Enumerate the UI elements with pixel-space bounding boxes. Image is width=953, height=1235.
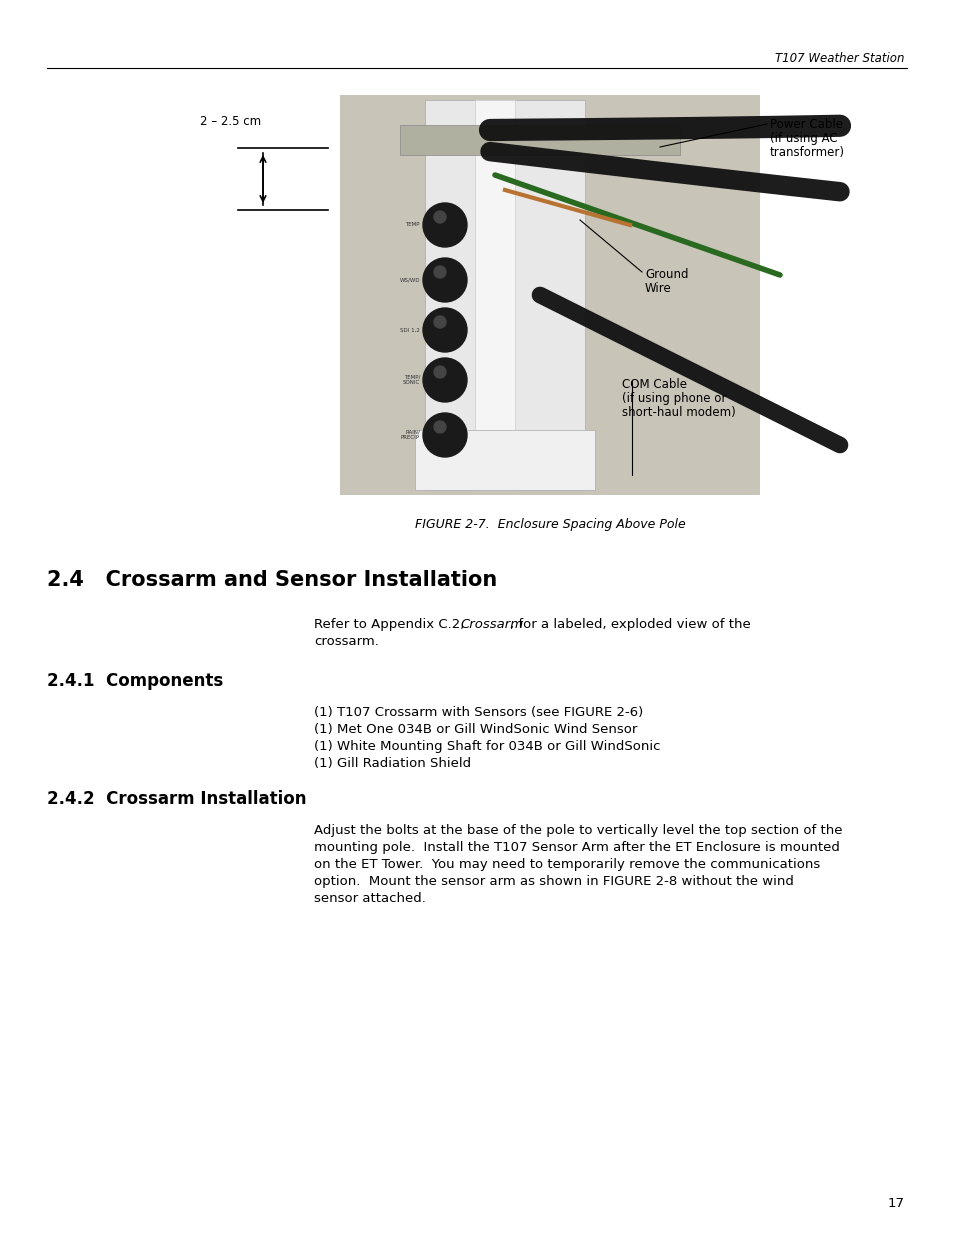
Circle shape — [434, 366, 446, 378]
Text: crossarm.: crossarm. — [314, 635, 378, 648]
Text: TEMP/
SONIC: TEMP/ SONIC — [402, 374, 419, 385]
Text: (if using phone or: (if using phone or — [621, 391, 725, 405]
Text: (if using AC: (if using AC — [769, 132, 837, 144]
Text: mounting pole.  Install the T107 Sensor Arm after the ET Enclosure is mounted: mounting pole. Install the T107 Sensor A… — [314, 841, 839, 853]
Text: (1) Met One 034B or Gill WindSonic Wind Sensor: (1) Met One 034B or Gill WindSonic Wind … — [314, 722, 637, 736]
Text: Wire: Wire — [644, 282, 671, 295]
Text: Power Cable: Power Cable — [769, 119, 842, 131]
Bar — [424, 100, 584, 490]
Text: FIGURE 2-7.  Enclosure Spacing Above Pole: FIGURE 2-7. Enclosure Spacing Above Pole — [415, 517, 684, 531]
Text: WS/WD: WS/WD — [399, 278, 419, 283]
Text: Adjust the bolts at the base of the pole to vertically level the top section of : Adjust the bolts at the base of the pole… — [314, 824, 841, 837]
Text: 2.4   Crossarm and Sensor Installation: 2.4 Crossarm and Sensor Installation — [47, 571, 497, 590]
Text: 2.4.1  Components: 2.4.1 Components — [47, 672, 223, 690]
Text: RAIN/
PRECIP: RAIN/ PRECIP — [400, 430, 419, 441]
Text: 17: 17 — [887, 1197, 904, 1210]
Text: on the ET Tower.  You may need to temporarily remove the communications: on the ET Tower. You may need to tempora… — [314, 858, 820, 871]
Text: short-haul modem): short-haul modem) — [621, 406, 735, 419]
Bar — [399, 125, 679, 156]
Text: , for a labeled, exploded view of the: , for a labeled, exploded view of the — [510, 618, 750, 631]
Text: COM Cable: COM Cable — [621, 378, 686, 391]
Bar — [415, 430, 595, 490]
Text: Ground: Ground — [644, 268, 688, 282]
Text: Refer to Appendix C.2,: Refer to Appendix C.2, — [314, 618, 468, 631]
Text: TEMP: TEMP — [405, 222, 419, 227]
Circle shape — [422, 308, 467, 352]
Circle shape — [434, 316, 446, 329]
Circle shape — [422, 258, 467, 303]
Text: SDI 1,2: SDI 1,2 — [399, 327, 419, 332]
Circle shape — [434, 421, 446, 433]
Text: 2.4.2  Crossarm Installation: 2.4.2 Crossarm Installation — [47, 790, 306, 808]
Text: 2 – 2.5 cm: 2 – 2.5 cm — [200, 115, 261, 128]
Text: T107 Weather Station: T107 Weather Station — [775, 52, 904, 65]
Text: sensor attached.: sensor attached. — [314, 892, 425, 905]
Text: transformer): transformer) — [769, 146, 844, 159]
Circle shape — [422, 412, 467, 457]
Bar — [475, 100, 515, 490]
Circle shape — [422, 203, 467, 247]
Bar — [339, 95, 760, 495]
Text: (1) T107 Crossarm with Sensors (see FIGURE 2-6): (1) T107 Crossarm with Sensors (see FIGU… — [314, 706, 642, 719]
Text: (1) White Mounting Shaft for 034B or Gill WindSonic: (1) White Mounting Shaft for 034B or Gil… — [314, 740, 659, 753]
Text: Crossarm: Crossarm — [459, 618, 522, 631]
Circle shape — [422, 358, 467, 403]
Circle shape — [434, 211, 446, 224]
Text: option.  Mount the sensor arm as shown in FIGURE 2-8 without the wind: option. Mount the sensor arm as shown in… — [314, 876, 793, 888]
Text: (1) Gill Radiation Shield: (1) Gill Radiation Shield — [314, 757, 471, 769]
Circle shape — [434, 266, 446, 278]
